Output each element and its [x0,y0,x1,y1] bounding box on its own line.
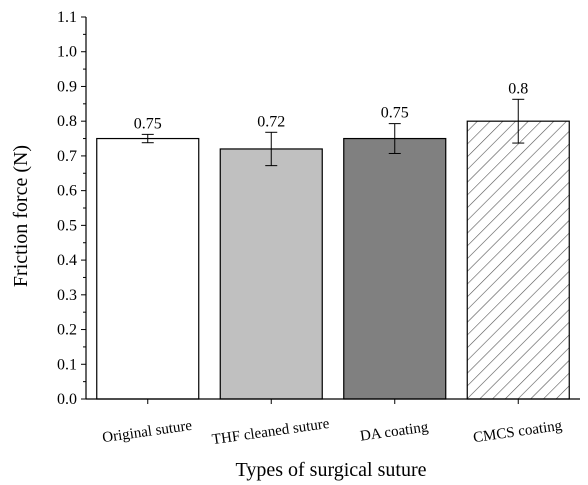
data-label-2: 0.72 [257,113,285,130]
category-label-3: DA coating [359,419,430,444]
y-tick-label-10: 1.0 [57,44,77,61]
y-tick-label-3: 0.3 [57,287,77,304]
y-tick-label-2: 0.2 [57,322,77,339]
y-tick-label-1: 0.1 [57,356,77,373]
bar-1 [96,137,200,400]
y-tick-label-0: 0.0 [57,391,77,408]
y-axis-title: Friction force (N) [10,145,32,287]
data-label-4: 0.8 [508,80,528,97]
bar-3 [343,137,447,400]
y-tick-label-4: 0.4 [57,252,77,269]
y-tick-label-5: 0.5 [57,217,77,234]
data-label-1: 0.75 [134,115,162,132]
bar-4 [466,120,570,400]
data-label-3: 0.75 [381,105,409,122]
category-label-2: THF cleaned suture [211,416,331,448]
x-axis-title: Types of surgical suture [236,459,427,481]
y-tick-label-6: 0.6 [57,183,77,200]
y-tick-label-7: 0.7 [57,148,77,165]
y-tick-label-8: 0.8 [57,113,77,130]
bar-2 [219,148,323,400]
category-label-1: Original suture [101,418,193,446]
y-tick-label-9: 0.9 [57,78,77,95]
y-tick-label-11: 1.1 [57,9,77,26]
category-label-4: CMCS coating [472,418,563,446]
